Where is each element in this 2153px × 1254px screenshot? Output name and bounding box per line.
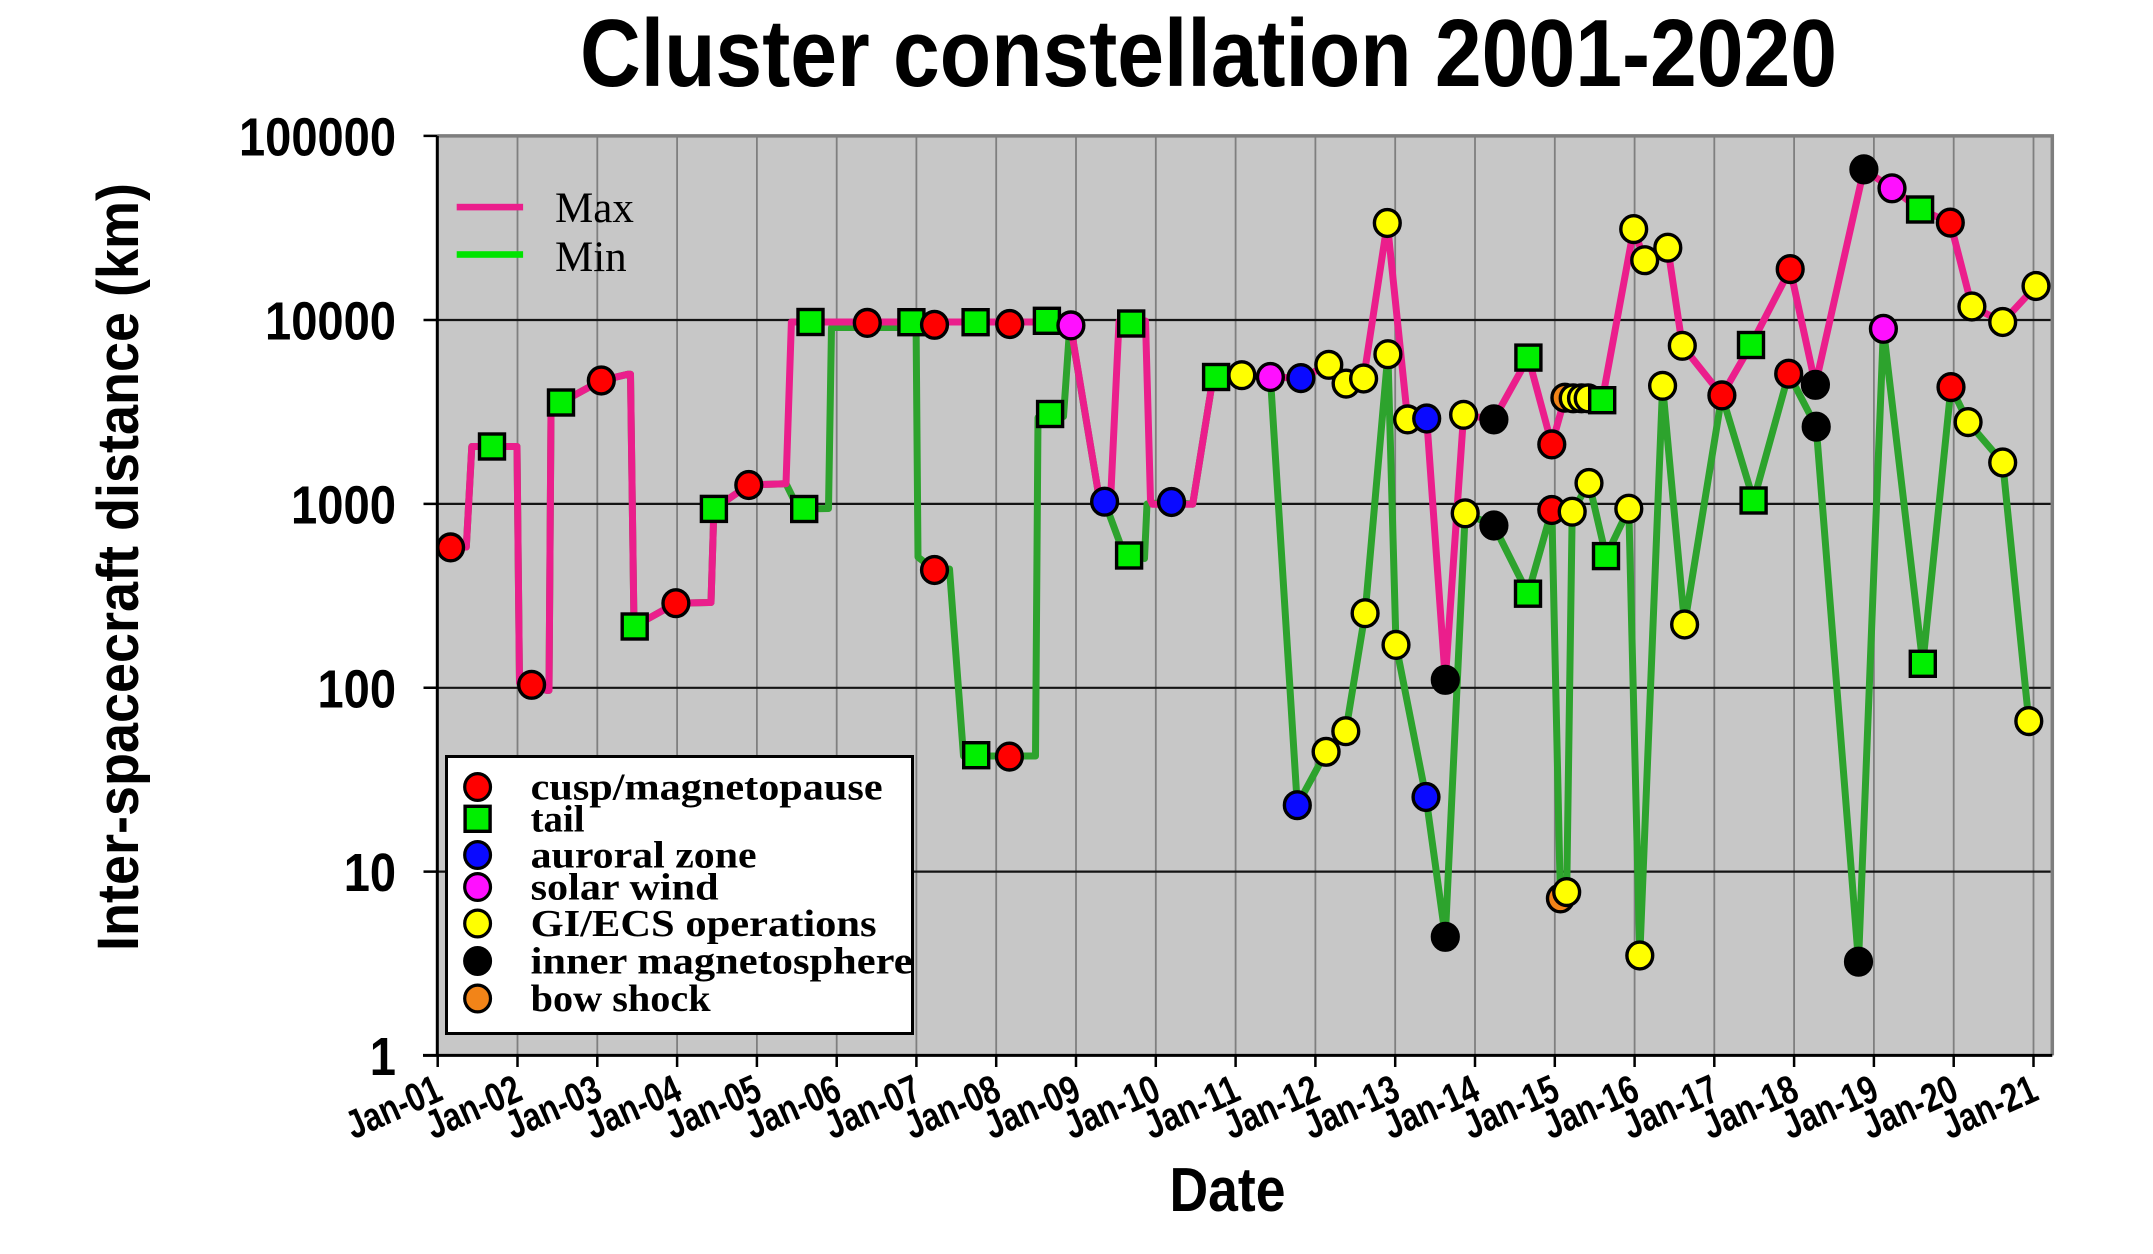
svg-text:inner magnetosphere: inner magnetosphere xyxy=(531,941,913,983)
svg-text:Min: Min xyxy=(555,234,627,281)
svg-text:GI/ECS operations: GI/ECS operations xyxy=(531,903,877,945)
svg-text:1: 1 xyxy=(370,1027,396,1087)
svg-text:10000: 10000 xyxy=(265,292,396,352)
svg-text:auroral zone: auroral zone xyxy=(531,835,757,877)
svg-text:cusp/magnetopause: cusp/magnetopause xyxy=(531,767,883,809)
svg-text:Date: Date xyxy=(1170,1156,1286,1225)
svg-text:1000: 1000 xyxy=(291,475,396,535)
svg-text:Cluster constellation 2001-202: Cluster constellation 2001-2020 xyxy=(580,0,1837,107)
svg-text:solar wind: solar wind xyxy=(531,867,719,909)
svg-text:100: 100 xyxy=(318,659,397,719)
svg-text:Inter-spacecraft distance (km): Inter-spacecraft distance (km) xyxy=(86,183,151,951)
svg-text:bow shock: bow shock xyxy=(531,978,712,1020)
svg-text:tail: tail xyxy=(531,798,585,840)
svg-text:10: 10 xyxy=(344,843,396,903)
svg-text:100000: 100000 xyxy=(239,107,396,167)
svg-text:Max: Max xyxy=(555,185,634,232)
